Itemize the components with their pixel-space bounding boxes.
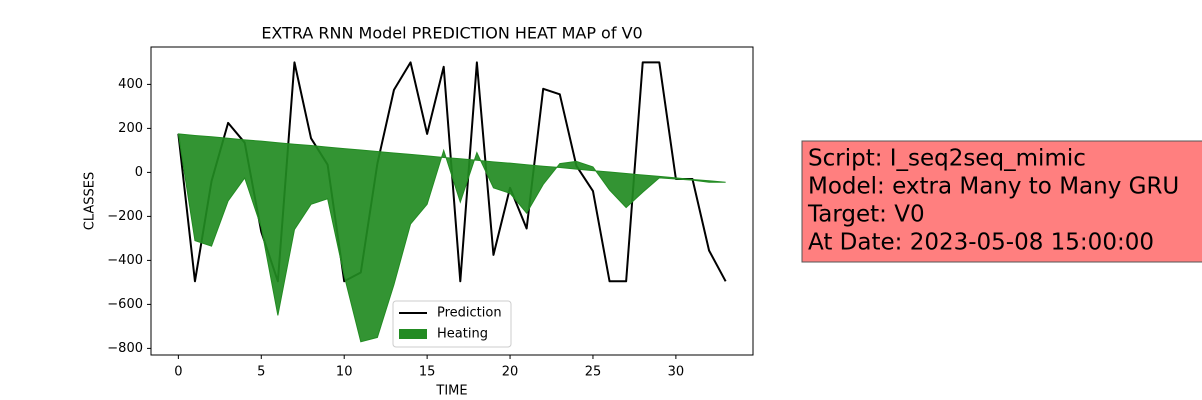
- annotation-box: [801, 140, 1202, 263]
- x-tick-label: 15: [419, 365, 436, 380]
- plot-frame: [150, 46, 754, 356]
- y-tick-label: 400: [118, 77, 143, 92]
- y-tick-label: 200: [118, 121, 143, 136]
- y-tick-label: −400: [107, 253, 143, 268]
- chart-title: EXTRA RNN Model PREDICTION HEAT MAP of V…: [261, 24, 642, 43]
- x-tick-label: 25: [585, 365, 602, 380]
- heating-area: [177, 133, 726, 343]
- x-axis-label: TIME: [435, 384, 467, 399]
- x-tick-label: 0: [174, 365, 182, 380]
- x-tick-label: 20: [502, 365, 519, 380]
- annotation-line: At Date: 2023-05-08 15:00:00: [808, 230, 1154, 256]
- y-tick-label: −800: [107, 341, 143, 356]
- annotation-line: Model: extra Many to Many GRU: [808, 174, 1179, 200]
- y-axis-label: CLASSES: [83, 172, 98, 230]
- annotation-line: Script: I_seq2seq_mimic: [808, 146, 1086, 172]
- x-tick-label: 10: [336, 365, 353, 380]
- legend-label: Prediction: [437, 306, 502, 321]
- x-tick-label: 30: [668, 365, 685, 380]
- y-tick-label: 0: [135, 165, 143, 180]
- y-tick-label: −200: [107, 209, 143, 224]
- legend-swatch: [399, 329, 427, 339]
- legend-label: Heating: [437, 327, 488, 342]
- annotation-line: Target: V0: [807, 202, 925, 228]
- x-tick-label: 5: [257, 365, 265, 380]
- y-tick-label: −600: [107, 297, 143, 312]
